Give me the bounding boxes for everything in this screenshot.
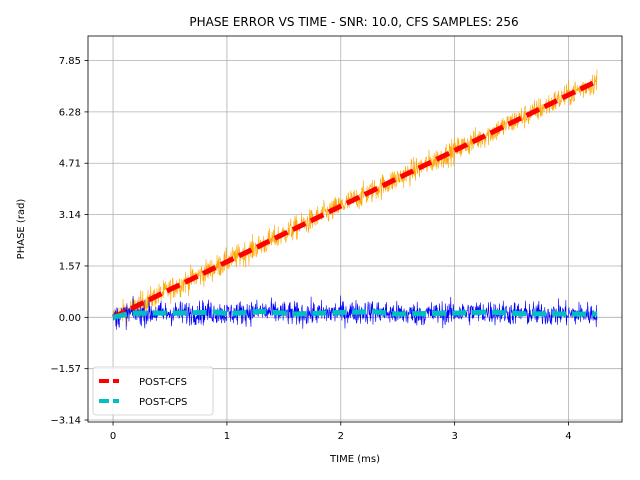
- legend: POST-CFS POST-CPS: [92, 366, 214, 416]
- x-tick-label: 4: [565, 431, 571, 442]
- legend-box: [92, 366, 214, 416]
- series-line-post-cps: [112, 308, 597, 320]
- x-axis: 0 1 2 3 4: [110, 422, 572, 442]
- series-line-post-cfs: [111, 78, 599, 320]
- y-tick-label: 6.28: [59, 107, 81, 118]
- grid-lines: [88, 36, 622, 422]
- legend-label-post-cps: POST-CPS: [139, 397, 187, 408]
- plot-frame: [87, 35, 623, 423]
- legend-label-post-cfs: POST-CFS: [139, 377, 187, 388]
- chart-title: PHASE ERROR VS TIME - SNR: 10.0, CFS SAM…: [189, 15, 518, 29]
- y-axis: −3.14 −1.57 0.00 1.57 3.14 4.71 6.28 7.85: [50, 56, 88, 427]
- y-tick-label: 3.14: [59, 210, 81, 221]
- y-tick-label: 4.71: [59, 159, 81, 170]
- y-axis-label: PHASE (rad): [16, 199, 27, 260]
- x-tick-label: 0: [110, 431, 116, 442]
- y-tick-label: −3.14: [50, 416, 81, 427]
- x-tick-label: 1: [224, 431, 230, 442]
- x-tick-label: 3: [451, 431, 457, 442]
- y-tick-label: 0.00: [59, 313, 81, 324]
- y-tick-label: 1.57: [59, 261, 81, 272]
- y-tick-label: −1.57: [50, 364, 81, 375]
- x-axis-label: TIME (ms): [329, 454, 380, 465]
- series-layer: [111, 78, 599, 320]
- y-tick-label: 7.85: [59, 56, 81, 67]
- x-tick-label: 2: [338, 431, 344, 442]
